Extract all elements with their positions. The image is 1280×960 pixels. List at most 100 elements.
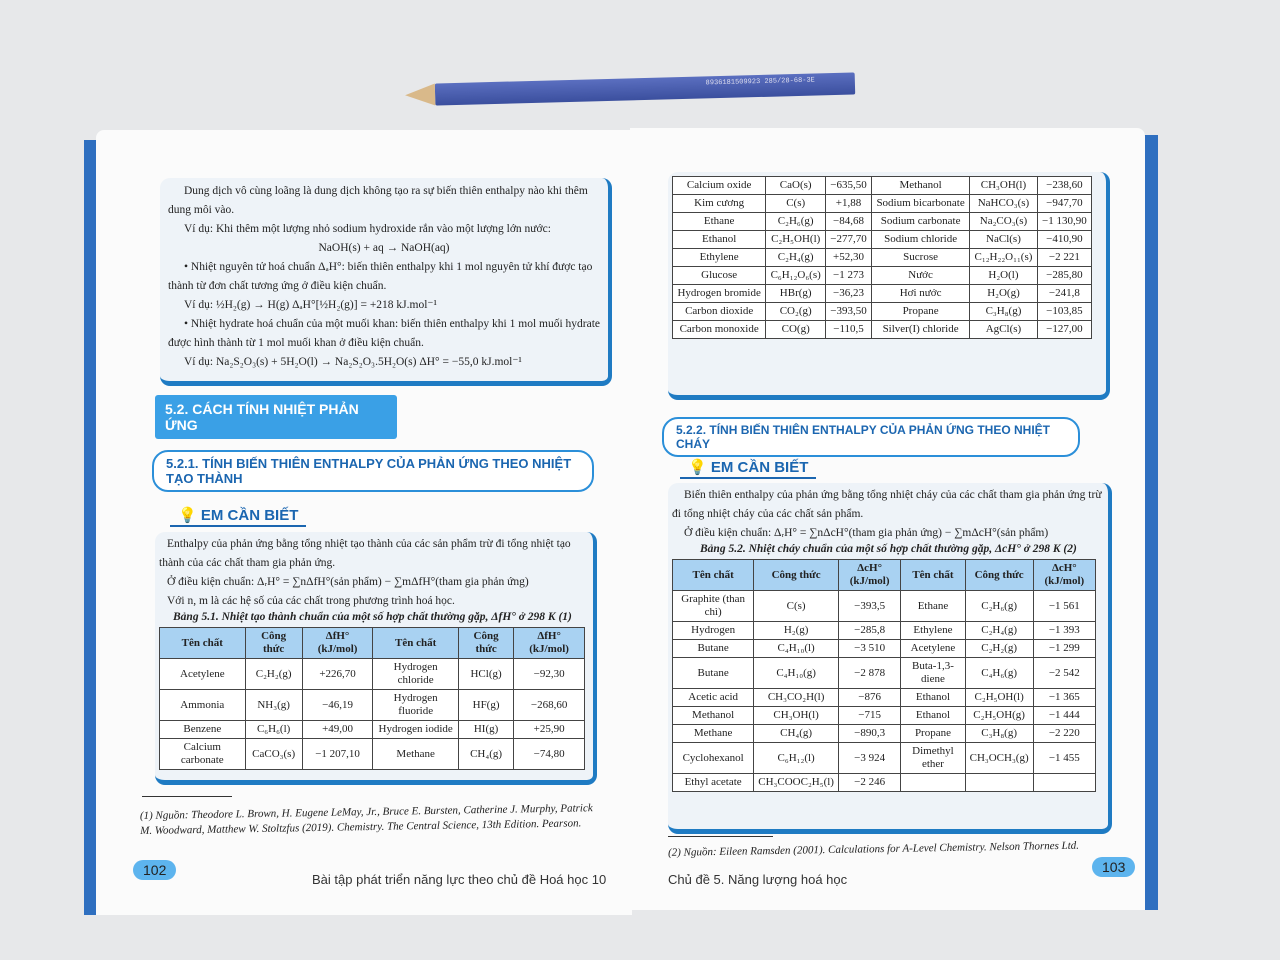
table-cell: +1,88 [825, 194, 872, 213]
table-cell: CH₃CO₂H(l) [753, 688, 839, 707]
knowledge-box: Enthalpy của phản ứng bằng tổng nhiệt tạ… [155, 532, 597, 785]
table-cell: Hydrogen bromide [671, 284, 767, 303]
table-row: Carbon dioxide CO₂(g) −393,50 Propane C₃H₈(g… [671, 302, 1093, 321]
table-cell: C₂H₄(g) [765, 248, 827, 267]
table-cell: Carbon dioxide [671, 302, 767, 321]
table-cell: Acetic acid [671, 688, 755, 707]
table-cell: −2 878 [837, 657, 902, 689]
table-row: Kim cương C(s) +1,88 Sodium bicarbonate NaHC… [671, 194, 1093, 213]
table-cell: −277,70 [825, 230, 872, 249]
intro-box: Dung dịch vô cùng loãng là dung dịch khô… [160, 178, 612, 386]
em-can-biet-heading: 💡 EM CẦN BIẾT [680, 457, 817, 479]
table-row: Calcium oxide CaO(s) −635,50 Methanol CH₃OH(… [671, 176, 1093, 195]
table-cell: −1 561 [1032, 590, 1097, 622]
table-cell: Ammonia [159, 689, 246, 721]
column-header: ΔfH° (kJ/mol) [513, 627, 585, 659]
table-cell: −238,60 [1036, 176, 1093, 195]
em-can-biet-heading: 💡 EM CẦN BIẾT [170, 505, 307, 527]
table-cell: Methane [372, 738, 459, 770]
table-cell: −2 542 [1032, 657, 1097, 689]
table-cell: −876 [837, 688, 902, 707]
table-cell: Propane [870, 302, 971, 321]
subsection-title: 5.2.1. TÍNH BIẾN THIÊN ENTHALPY CỦA PHẢN… [152, 450, 594, 492]
lightbulb-icon: 💡 [178, 507, 197, 524]
column-header: Công thức [964, 559, 1034, 591]
table-cell: −1 365 [1032, 688, 1097, 707]
table-cell: C₂H₄(g) [964, 621, 1034, 640]
table-caption: Bảng 5.1. Nhiệt tạo thành chuẩn của một … [173, 611, 572, 623]
table-cell: Propane [900, 724, 966, 743]
intro-text: • Nhiệt nguyên tử hoá chuẩn ΔₐH°: biến t… [168, 261, 593, 292]
book-edge-left [84, 140, 98, 915]
table-cell: Kim cương [671, 194, 767, 213]
equation: Ví dụ: Na₂S₂O₃(s) + 5H₂O(l) → Na₂S₂O₃.5H… [184, 356, 522, 368]
table-cell: HF(g) [457, 689, 515, 721]
table-cell: NaCl(s) [969, 230, 1038, 249]
table-cell: −393,5 [837, 590, 902, 622]
table-cell [900, 773, 966, 792]
table-cell: −2 220 [1032, 724, 1097, 743]
column-header: ΔfH° (kJ/mol) [301, 627, 374, 659]
column-header: Tên chất [900, 559, 966, 591]
table-cell: Sodium chloride [870, 230, 971, 249]
table-cell: Buta-1,3-diene [900, 657, 966, 689]
table-cell: Ethylene [900, 621, 966, 640]
column-header: Công thức [753, 559, 839, 591]
table-continued-box: Calcium oxide CaO(s) −635,50 Methanol CH₃OH(… [668, 172, 1110, 400]
table-cell: Hydrogen fluoride [372, 689, 459, 721]
table-cell [1032, 773, 1097, 792]
table-cell: Sodium bicarbonate [870, 194, 971, 213]
column-header: Tên chất [372, 627, 459, 659]
table-cell: −268,60 [513, 689, 585, 721]
table-cell: −1 455 [1032, 742, 1097, 774]
table-row: Butane C₄H₁₀(l) −3 510 Acetylene C₂H₂(g) −1 2… [671, 639, 1097, 658]
table-cell: C(s) [753, 590, 839, 622]
table-cell: −2 246 [837, 773, 902, 792]
table-5-1-continued: Calcium oxide CaO(s) −635,50 Methanol CH₃OH(… [671, 176, 1093, 339]
table-cell: Sodium carbonate [870, 212, 971, 231]
table-cell: Cyclohexanol [671, 742, 755, 774]
heading-label: EM CẦN BIẾT [710, 459, 809, 476]
table-cell: H₂O(l) [969, 266, 1038, 285]
table-cell: CaCO₃(s) [244, 738, 303, 770]
table-row: Butane C₄H₁₀(g) −2 878 Buta-1,3-diene C₄H₆(g… [671, 657, 1097, 689]
table-cell: −2 221 [1036, 248, 1093, 267]
table-cell: Methanol [870, 176, 971, 195]
table-cell: −1 299 [1032, 639, 1097, 658]
table-cell: AgCl(s) [969, 320, 1038, 339]
table-cell: Acetylene [900, 639, 966, 658]
table-row: Ethyl acetate CH₃COOC₂H₅(l) −2 246 [671, 773, 1097, 792]
table-cell: Ethane [900, 590, 966, 622]
table-row: Graphite (than chì) C(s) −393,5 Ethane C₂H₆(… [671, 590, 1097, 622]
table-cell: −715 [837, 706, 902, 725]
intro-text: Dung dịch vô cùng loãng là dung dịch khô… [168, 185, 588, 216]
table-cell: −1 444 [1032, 706, 1097, 725]
table-cell: C₂H₅OH(l) [964, 688, 1034, 707]
table-cell: CO₂(g) [765, 302, 827, 321]
table-row: Carbon monoxide CO(g) −110,5 Silver(I) chlo… [671, 320, 1093, 339]
table-cell: −1 273 [825, 266, 872, 285]
table-cell: H₂O(g) [969, 284, 1038, 303]
table-row: Ethanol C₂H₅OH(l) −277,70 Sodium chloride Na… [671, 230, 1093, 249]
table-cell: −74,80 [513, 738, 585, 770]
table-cell: Calcium oxide [671, 176, 767, 195]
table-cell: −1 393 [1032, 621, 1097, 640]
page-footer: Chủ đề 5. Năng lượng hoá học [668, 872, 848, 887]
table-row: Hydrogen bromide HBr(g) −36,23 Hơi nước H₂O(… [671, 284, 1093, 303]
table-cell: Graphite (than chì) [671, 590, 755, 622]
table-cell: NaHCO₃(s) [969, 194, 1038, 213]
table-cell: Hydrogen chloride [372, 658, 459, 690]
paragraph: Enthalpy của phản ứng bằng tổng nhiệt tạ… [159, 538, 571, 569]
table-row: Ethane C₂H₆(g) −84,68 Sodium carbonate Na₂CO… [671, 212, 1093, 231]
table-cell: Hydrogen [671, 621, 755, 640]
page-number: 102 [133, 860, 177, 880]
table-cell: CH₃COOC₂H₅(l) [753, 773, 839, 792]
table-cell: −285,8 [837, 621, 902, 640]
table-cell: Nước [870, 266, 971, 285]
column-header: Tên chất [159, 627, 246, 659]
table-cell: CH₃OH(l) [753, 706, 839, 725]
table-cell: C₄H₁₀(l) [753, 639, 839, 658]
table-cell: Ethylene [671, 248, 767, 267]
table-cell: −947,70 [1036, 194, 1093, 213]
table-cell: −635,50 [825, 176, 872, 195]
